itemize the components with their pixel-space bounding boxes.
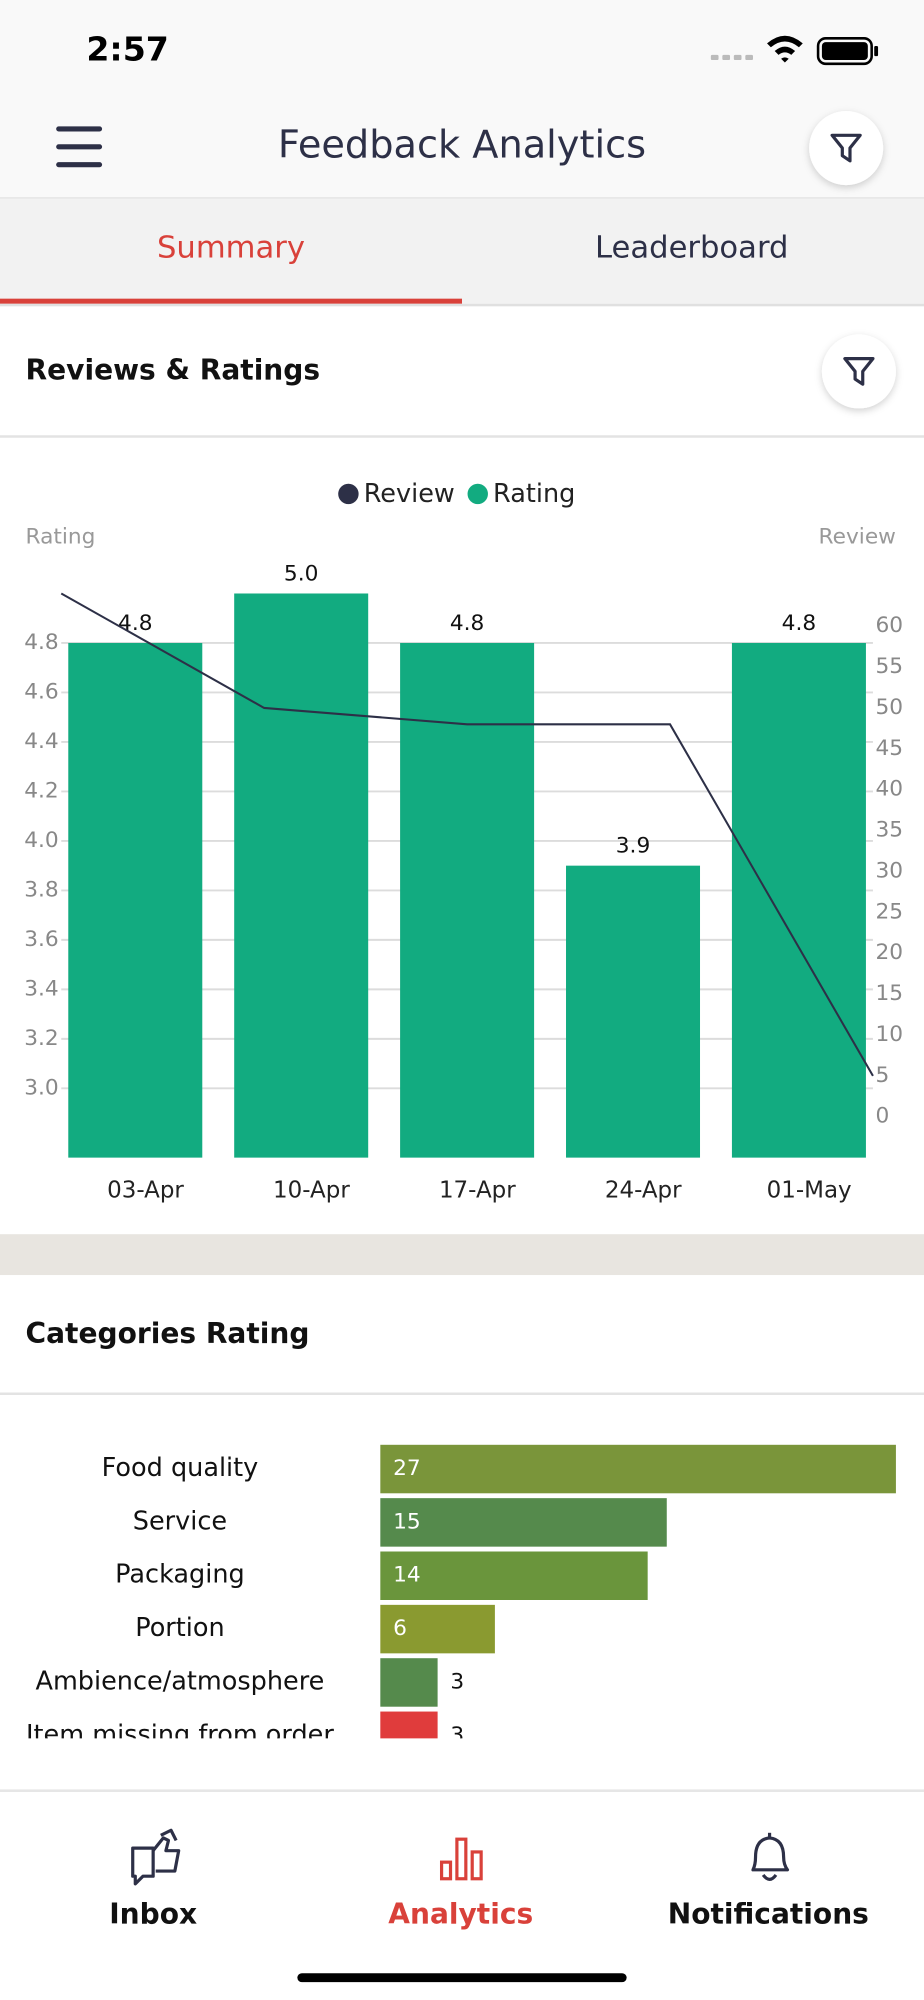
nav-analytics[interactable]: Analytics [388, 1837, 533, 1931]
x-tick-label: 17-Apr [439, 1177, 516, 1203]
legend-marker [338, 483, 359, 505]
category-label: Packaging [115, 1560, 245, 1590]
y2-tick-label: 0 [876, 1104, 890, 1129]
y2-tick-label: 35 [876, 818, 904, 843]
nav-label: Notifications [668, 1898, 869, 1931]
line-series [60, 592, 874, 1077]
category-label: Service [133, 1506, 227, 1536]
legend-label: Rating [493, 479, 575, 509]
bar [400, 642, 535, 1158]
bar-value-label: 3.9 [616, 834, 650, 859]
tabs-bg [0, 197, 924, 304]
y-tick-label: 4.4 [24, 729, 58, 754]
bar-value-label: 6 [393, 1616, 407, 1641]
menu-button[interactable] [56, 126, 103, 168]
bar [234, 593, 369, 1158]
bar-value-label: 4.8 [450, 611, 484, 636]
bar-value-label: 5.0 [284, 561, 318, 586]
y2-tick-label: 40 [876, 777, 904, 802]
y2-tick-label: 30 [876, 858, 904, 883]
header-title: Feedback Analytics [278, 122, 646, 167]
y2-tick-label: 45 [876, 736, 904, 761]
y2-tick-label: 25 [876, 899, 904, 924]
y2-tick-label: 15 [876, 981, 904, 1006]
y-tick-label: 4.0 [24, 828, 58, 853]
tab-indicator [0, 298, 462, 304]
tab-summary[interactable]: Summary [157, 230, 305, 265]
legend-label: Review [364, 479, 455, 509]
header-bg [0, 0, 924, 198]
categories-chart: Food quality 27 Service 15 Packaging 14 Portio… [26, 1444, 896, 1750]
nav-inbox[interactable]: Inbox [109, 1828, 197, 1931]
category-label: Food quality [102, 1453, 259, 1483]
section-title: Categories Rating [26, 1317, 310, 1350]
bar-value-label: 14 [393, 1563, 421, 1588]
y-tick-label: 3.0 [24, 1075, 58, 1100]
nav-notifications[interactable]: Notifications [668, 1832, 869, 1931]
bar-value-label: 4.8 [782, 611, 816, 636]
y-axis-title: Rating [26, 524, 96, 549]
x-tick-label: 10-Apr [273, 1177, 350, 1203]
x-tick-label: 24-Apr [605, 1177, 682, 1203]
y-tick-label: 3.2 [24, 1026, 58, 1051]
y2-tick-label: 20 [876, 940, 904, 965]
bar [68, 642, 203, 1158]
y-tick-label: 4.2 [24, 778, 58, 803]
y2-tick-label: 50 [876, 695, 904, 720]
x-tick-label: 01-May [767, 1177, 852, 1203]
bar-value-label: 27 [393, 1456, 421, 1481]
category-label: Ambience/atmosphere [36, 1666, 325, 1696]
section-gap [0, 1234, 924, 1276]
y2-tick-label: 55 [876, 654, 904, 679]
y-tick-label: 3.6 [24, 927, 58, 952]
bar [380, 1444, 896, 1494]
home-indicator [297, 1973, 627, 1983]
bar-value-label: 15 [393, 1509, 421, 1534]
tab-leaderboard[interactable]: Leaderboard [595, 230, 788, 265]
nav-label: Inbox [109, 1898, 197, 1931]
section-filter-button[interactable] [821, 334, 896, 409]
bar [380, 1658, 438, 1707]
category-label: Portion [135, 1613, 224, 1643]
x-tick-label: 03-Apr [107, 1177, 184, 1203]
y2-axis-title: Review [819, 524, 896, 549]
section-title: Reviews & Ratings [26, 353, 321, 386]
combo-chart: Review Rating Rating Review 3.0 3.2 3.4 3.6 3.8 4… [24, 479, 903, 1203]
nav-bg [0, 1790, 924, 2000]
y2-tick-label: 60 [876, 613, 904, 638]
y2-tick-label: 10 [876, 1022, 904, 1047]
bar [380, 1551, 648, 1600]
bar-value-label: 3 [450, 1723, 464, 1748]
bar [380, 1498, 667, 1547]
status-icons [710, 35, 879, 66]
bar [380, 1711, 438, 1739]
bar-value-label: 4.8 [118, 611, 152, 636]
nav-label: Analytics [388, 1898, 533, 1931]
status-time: 2:57 [86, 30, 169, 69]
legend-marker [467, 483, 488, 505]
y2-tick-label: 5 [876, 1063, 890, 1088]
header-filter-button[interactable] [809, 111, 884, 186]
y-tick-label: 3.8 [24, 877, 58, 902]
bar-value-label: 3 [450, 1669, 464, 1694]
bar [731, 642, 866, 1158]
divider [0, 303, 924, 307]
bar [566, 865, 701, 1158]
bar [380, 1604, 495, 1654]
y-tick-label: 3.4 [24, 976, 58, 1001]
category-label: Item missing from order [26, 1720, 334, 1750]
y-tick-label: 4.8 [24, 630, 58, 655]
y-tick-label: 4.6 [24, 679, 58, 704]
